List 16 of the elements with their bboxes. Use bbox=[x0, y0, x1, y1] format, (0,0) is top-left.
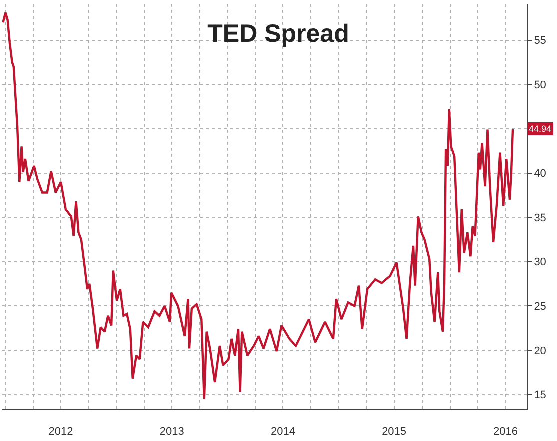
text: TED Spread bbox=[208, 20, 350, 48]
x-tick-label: 2016 bbox=[493, 426, 518, 438]
line-series bbox=[2, 12, 514, 400]
annotation: 44.94 bbox=[529, 124, 552, 134]
x-tick-label: 2013 bbox=[160, 426, 184, 438]
y-tick-label: 25 bbox=[534, 301, 546, 314]
y-tick-label: 30 bbox=[534, 256, 546, 269]
y-tick-label: 40 bbox=[534, 168, 546, 180]
y-tick-label: 55 bbox=[534, 35, 546, 48]
x-tick-label: 2012 bbox=[48, 426, 74, 438]
x-tick-label: 2015 bbox=[382, 426, 407, 438]
x-tick-label: 2014 bbox=[270, 426, 296, 438]
y-tick-label: 20 bbox=[534, 345, 546, 358]
y-tick-label: 15 bbox=[534, 390, 546, 402]
y-tick-label: 50 bbox=[534, 80, 546, 92]
y-tick-label: 35 bbox=[534, 212, 546, 224]
